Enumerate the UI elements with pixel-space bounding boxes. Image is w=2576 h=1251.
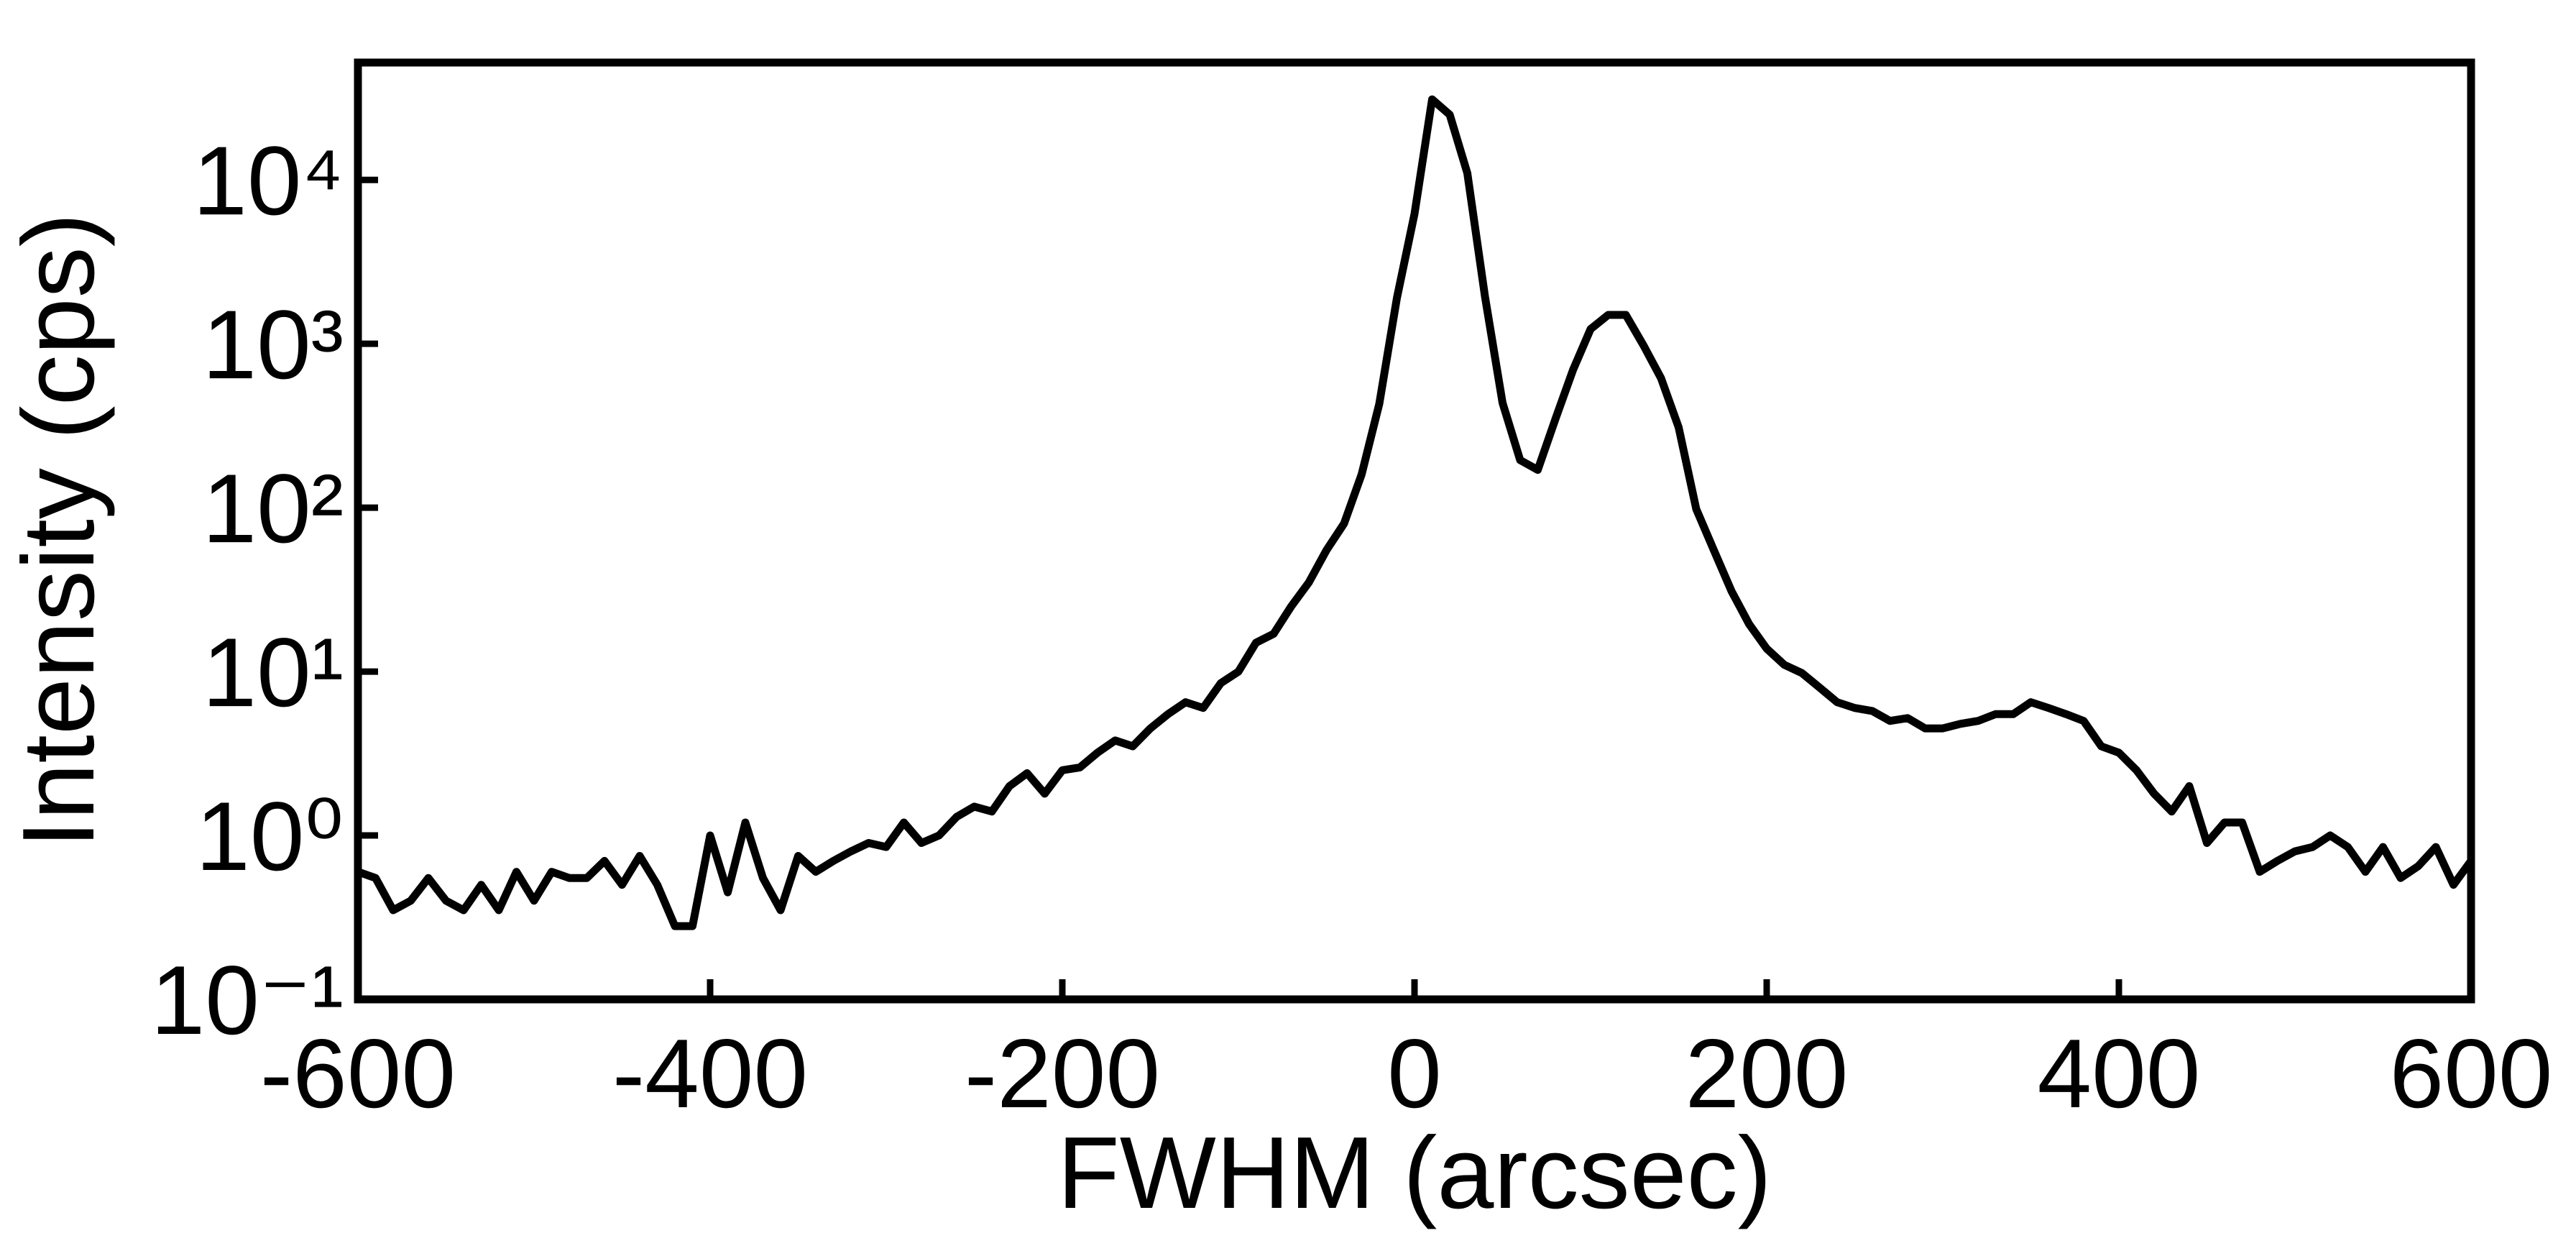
y-tick-label: 10²: [202, 454, 344, 563]
y-tick-label: 10⁴: [193, 126, 344, 235]
y-axis-label: Intensity (cps): [1, 213, 116, 848]
y-tick-label: 10⁰: [196, 782, 344, 891]
x-tick-label: -600: [260, 1019, 456, 1128]
y-tick-label: 10³: [202, 290, 344, 399]
plot-frame: [354, 58, 2475, 1004]
data-line: [356, 95, 2475, 930]
x-tick-label: 400: [2038, 1019, 2201, 1128]
x-tick-label: -400: [612, 1019, 808, 1128]
x-tick-label: 200: [1685, 1019, 1849, 1128]
x-axis-label: FWHM (arcsec): [1057, 1116, 1772, 1230]
x-tick-label: 0: [1387, 1019, 1442, 1128]
x-tick-label: -200: [965, 1019, 1160, 1128]
x-tick-label: 600: [2390, 1019, 2553, 1128]
y-tick-label: 10⁻¹: [151, 945, 344, 1055]
y-tick-label: 10¹: [202, 618, 344, 727]
